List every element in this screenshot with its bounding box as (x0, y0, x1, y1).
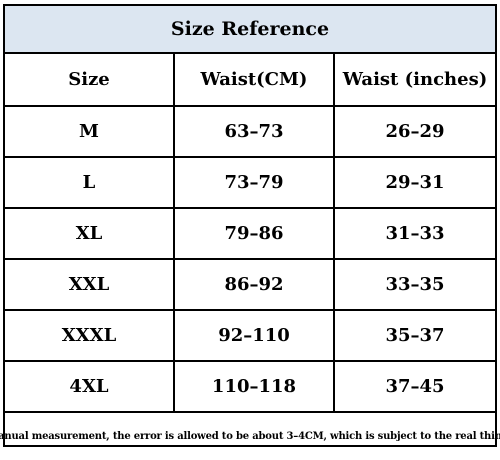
table-row: 4XL 110–118 37–45 (5, 361, 495, 413)
size-cell: 4XL (5, 361, 175, 413)
table-row: XXXL 92–110 35–37 (5, 310, 495, 362)
size-cell: XXXL (5, 310, 175, 362)
waist-cm-cell: 79–86 (174, 208, 335, 260)
size-table: Size Waist(CM) Waist (inches) M 63–73 26… (5, 54, 495, 413)
column-header-size: Size (5, 54, 175, 107)
waist-cm-cell: 73–79 (174, 157, 335, 209)
waist-cm-cell: 86–92 (174, 259, 335, 311)
chart-title: Size Reference (5, 6, 495, 54)
measurement-note: Manual measurement, the error is allowed… (0, 431, 500, 442)
column-header-waist-inches: Waist (inches) (334, 54, 495, 107)
table-row: L 73–79 29–31 (5, 157, 495, 209)
table-row: M 63–73 26–29 (5, 106, 495, 158)
waist-inches-cell: 29–31 (334, 157, 495, 209)
size-cell: L (5, 157, 175, 209)
table-row: XL 79–86 31–33 (5, 208, 495, 260)
waist-cm-cell: 63–73 (174, 106, 335, 158)
waist-inches-cell: 37–45 (334, 361, 495, 413)
size-cell: M (5, 106, 175, 158)
waist-inches-cell: 31–33 (334, 208, 495, 260)
column-header-waist-cm: Waist(CM) (174, 54, 335, 107)
size-cell: XL (5, 208, 175, 260)
waist-cm-cell: 92–110 (174, 310, 335, 362)
size-chart: Size Reference Size Waist(CM) Waist (inc… (0, 4, 500, 447)
table-row: XXL 86–92 33–35 (5, 259, 495, 311)
waist-inches-cell: 26–29 (334, 106, 495, 158)
header-row: Size Waist(CM) Waist (inches) (5, 54, 495, 107)
waist-cm-cell: 110–118 (174, 361, 335, 413)
waist-inches-cell: 35–37 (334, 310, 495, 362)
waist-inches-cell: 33–35 (334, 259, 495, 311)
size-cell: XXL (5, 259, 175, 311)
